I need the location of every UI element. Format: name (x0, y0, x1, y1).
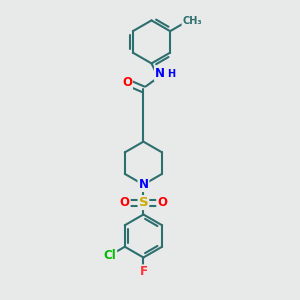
Text: F: F (140, 265, 147, 278)
Text: N: N (155, 68, 165, 80)
Text: Cl: Cl (103, 249, 116, 262)
Text: CH₃: CH₃ (182, 16, 202, 26)
Text: N: N (138, 178, 148, 191)
Text: O: O (120, 196, 130, 209)
Text: H: H (167, 69, 175, 79)
Text: S: S (139, 196, 148, 209)
Text: O: O (122, 76, 132, 89)
Text: O: O (157, 196, 167, 209)
